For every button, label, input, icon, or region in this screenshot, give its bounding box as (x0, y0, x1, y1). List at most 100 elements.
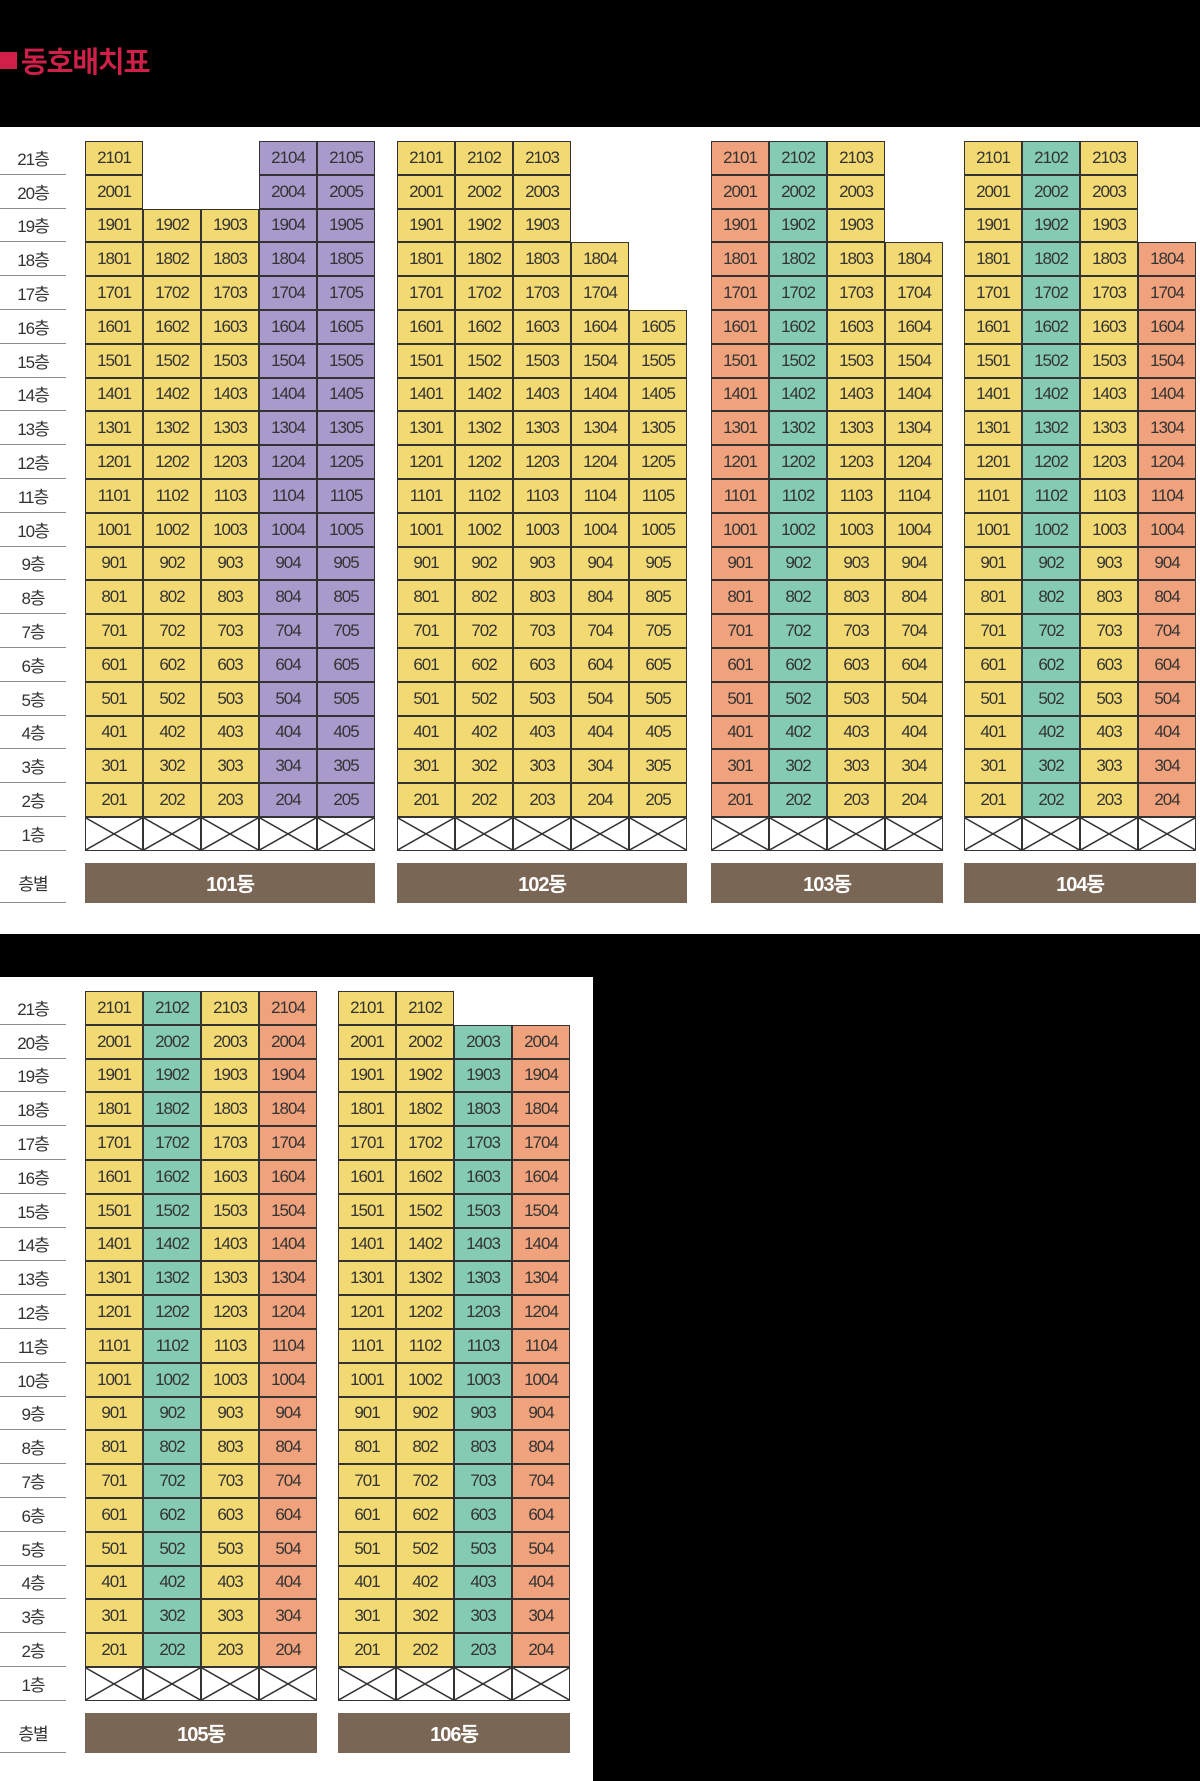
unit-cell[interactable]: 1901 (397, 208, 455, 243)
unit-cell[interactable]: 1304 (259, 1261, 317, 1296)
unit-cell[interactable]: 404 (1138, 715, 1196, 750)
unit-cell[interactable]: 1102 (143, 479, 201, 513)
unit-cell[interactable]: 2101 (711, 141, 769, 175)
unit-cell[interactable]: 1002 (1022, 512, 1080, 547)
unit-cell[interactable]: 801 (85, 1430, 143, 1465)
unit-cell[interactable]: 602 (396, 1498, 454, 1532)
unit-cell[interactable]: 1403 (1080, 377, 1138, 412)
unit-cell[interactable]: 904 (1138, 546, 1196, 581)
unit-cell[interactable]: 603 (1080, 648, 1138, 682)
unit-cell[interactable]: 1202 (769, 445, 827, 479)
unit-cell[interactable]: 1002 (143, 1362, 201, 1397)
unit-cell[interactable]: 602 (455, 648, 513, 682)
unit-cell[interactable]: 603 (827, 648, 885, 682)
unit-cell[interactable]: 1201 (397, 445, 455, 479)
unit-cell[interactable]: 303 (201, 1599, 259, 1634)
unit-cell[interactable]: 1303 (513, 411, 571, 446)
unit-cell[interactable]: 203 (201, 783, 259, 817)
unit-cell[interactable]: 1804 (571, 242, 629, 277)
unit-cell[interactable]: 1004 (885, 512, 943, 547)
unit-cell[interactable]: 1103 (1080, 479, 1138, 513)
unit-cell[interactable]: 702 (143, 1464, 201, 1498)
unit-cell[interactable]: 1503 (513, 343, 571, 378)
unit-cell[interactable]: 1804 (1138, 242, 1196, 277)
unit-cell[interactable]: 1503 (1080, 343, 1138, 378)
unit-cell[interactable]: 601 (964, 648, 1022, 682)
unit-cell[interactable]: 1502 (396, 1193, 454, 1228)
unit-cell[interactable]: 703 (454, 1464, 512, 1498)
unit-cell[interactable]: 402 (143, 715, 201, 750)
unit-cell[interactable]: 402 (396, 1565, 454, 1600)
unit-cell[interactable]: 1104 (259, 479, 317, 513)
unit-cell[interactable]: 304 (512, 1599, 570, 1634)
unit-cell[interactable]: 2001 (85, 1024, 143, 1059)
unit-cell[interactable]: 1003 (827, 512, 885, 547)
unit-cell[interactable]: 704 (885, 614, 943, 648)
unit-cell[interactable]: 1504 (512, 1193, 570, 1228)
unit-cell[interactable]: 1403 (201, 1227, 259, 1262)
unit-cell[interactable]: 2101 (964, 141, 1022, 175)
unit-cell[interactable]: 1901 (85, 1058, 143, 1093)
unit-cell[interactable]: 1302 (1022, 411, 1080, 446)
unit-cell[interactable]: 205 (317, 783, 375, 817)
unit-cell[interactable]: 505 (317, 681, 375, 716)
unit-cell[interactable]: 1303 (1080, 411, 1138, 446)
unit-cell[interactable]: 1704 (571, 276, 629, 310)
unit-cell[interactable]: 1603 (454, 1160, 512, 1194)
unit-cell[interactable]: 1203 (827, 445, 885, 479)
unit-cell[interactable]: 604 (259, 648, 317, 682)
unit-cell[interactable]: 1203 (513, 445, 571, 479)
unit-cell[interactable]: 1602 (455, 310, 513, 344)
unit-cell[interactable]: 2001 (711, 174, 769, 209)
unit-cell[interactable]: 403 (513, 715, 571, 750)
unit-cell[interactable]: 701 (711, 614, 769, 648)
unit-cell[interactable]: 502 (143, 1531, 201, 1566)
unit-cell[interactable]: 304 (885, 749, 943, 784)
unit-cell[interactable]: 303 (827, 749, 885, 784)
unit-cell[interactable]: 803 (201, 1430, 259, 1465)
unit-cell[interactable]: 1101 (711, 479, 769, 513)
unit-cell[interactable]: 704 (1138, 614, 1196, 648)
unit-cell[interactable]: 1704 (512, 1126, 570, 1160)
unit-cell[interactable]: 1202 (1022, 445, 1080, 479)
unit-cell[interactable]: 802 (1022, 580, 1080, 615)
unit-cell[interactable]: 1903 (1080, 208, 1138, 243)
unit-cell[interactable]: 501 (85, 681, 143, 716)
unit-cell[interactable]: 202 (143, 783, 201, 817)
unit-cell[interactable]: 1501 (397, 343, 455, 378)
unit-cell[interactable]: 301 (397, 749, 455, 784)
unit-cell[interactable]: 801 (85, 580, 143, 615)
unit-cell[interactable]: 301 (964, 749, 1022, 784)
unit-cell[interactable]: 203 (827, 783, 885, 817)
unit-cell[interactable]: 1301 (964, 411, 1022, 446)
unit-cell[interactable]: 1901 (85, 208, 143, 243)
unit-cell[interactable]: 1102 (143, 1329, 201, 1363)
unit-cell[interactable]: 504 (259, 681, 317, 716)
unit-cell[interactable]: 1401 (711, 377, 769, 412)
unit-cell[interactable]: 404 (885, 715, 943, 750)
unit-cell[interactable]: 1303 (454, 1261, 512, 1296)
unit-cell[interactable]: 1602 (396, 1160, 454, 1194)
unit-cell[interactable]: 1205 (629, 445, 687, 479)
unit-cell[interactable]: 1802 (143, 1092, 201, 1127)
unit-cell[interactable]: 1602 (143, 1160, 201, 1194)
unit-cell[interactable]: 1205 (317, 445, 375, 479)
unit-cell[interactable]: 202 (143, 1633, 201, 1667)
unit-cell[interactable]: 301 (85, 1599, 143, 1634)
unit-cell[interactable]: 2104 (259, 991, 317, 1025)
unit-cell[interactable]: 1202 (455, 445, 513, 479)
unit-cell[interactable]: 1204 (885, 445, 943, 479)
unit-cell[interactable]: 2101 (338, 991, 396, 1025)
unit-cell[interactable]: 703 (827, 614, 885, 648)
unit-cell[interactable]: 201 (964, 783, 1022, 817)
unit-cell[interactable]: 803 (454, 1430, 512, 1465)
unit-cell[interactable]: 501 (85, 1531, 143, 1566)
unit-cell[interactable]: 1801 (85, 242, 143, 277)
unit-cell[interactable]: 1702 (769, 276, 827, 310)
unit-cell[interactable]: 603 (201, 648, 259, 682)
unit-cell[interactable]: 1201 (85, 445, 143, 479)
unit-cell[interactable]: 201 (85, 1633, 143, 1667)
unit-cell[interactable]: 901 (397, 546, 455, 581)
unit-cell[interactable]: 404 (259, 1565, 317, 1600)
unit-cell[interactable]: 1905 (317, 208, 375, 243)
